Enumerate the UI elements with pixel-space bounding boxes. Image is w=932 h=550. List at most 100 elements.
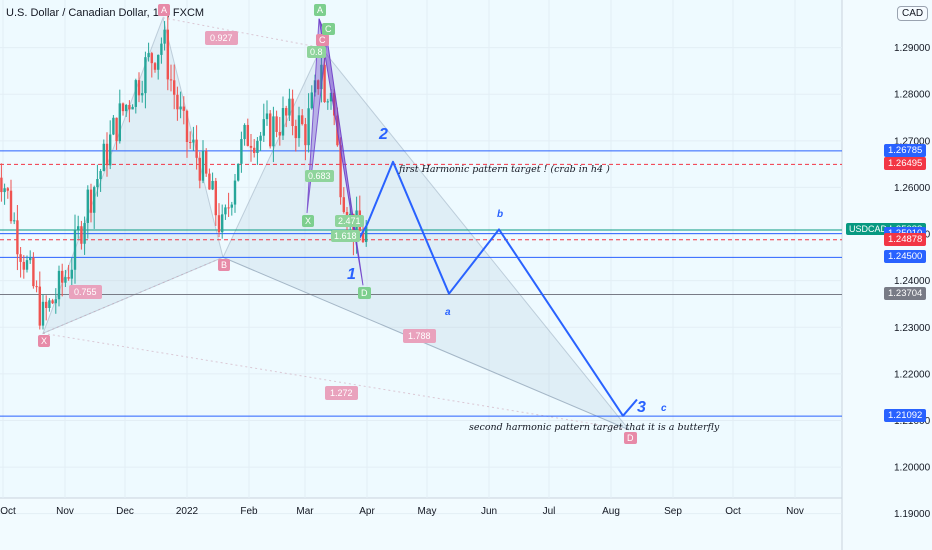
candle-body	[16, 220, 19, 255]
candle-body	[25, 260, 29, 270]
candle-body	[80, 226, 83, 244]
x-tick-label: Jul	[543, 506, 556, 517]
candle-body	[192, 139, 195, 143]
pattern-ratio-label: 0.755	[69, 285, 102, 300]
x-tick-label: Nov	[56, 506, 74, 517]
candle-body	[326, 101, 329, 103]
price-level-tag: 1.24500	[884, 250, 927, 264]
pattern-point-x: X	[38, 335, 51, 348]
candle-body	[211, 180, 214, 190]
pattern-ratio-label: 1.272	[325, 385, 358, 400]
candle-body	[269, 113, 272, 147]
y-tick-label: 1.23000	[894, 323, 931, 334]
x-tick-label: Mar	[296, 506, 314, 517]
candle-body	[361, 231, 365, 243]
candle-body	[89, 189, 93, 213]
candle-body	[217, 215, 221, 233]
candle-body	[275, 116, 278, 132]
candle-body	[105, 143, 109, 166]
candle-body	[281, 108, 285, 136]
candle-body	[233, 180, 237, 205]
candle-body	[144, 57, 147, 94]
chart-title: U.S. Dollar / Canadian Dollar, 1D, FXCM	[6, 7, 205, 19]
x-tick-label: Feb	[240, 506, 258, 517]
candle-body	[3, 188, 6, 193]
candle-body	[227, 207, 230, 209]
candle-body	[189, 142, 192, 144]
pattern-dotted-ac	[162, 17, 322, 49]
candle-body	[259, 135, 262, 141]
price-level-tag: 1.24878	[884, 232, 927, 246]
currency-badge[interactable]: CAD	[897, 6, 929, 21]
x-tick-label: Nov	[786, 506, 804, 517]
x-tick-label: Jun	[481, 506, 497, 517]
candle-body	[365, 226, 368, 243]
candle-body	[265, 113, 269, 120]
x-tick-label: Sep	[664, 506, 682, 517]
y-tick-label: 1.28000	[894, 90, 931, 101]
candle-body	[240, 139, 243, 164]
candle-body	[141, 93, 144, 96]
wave-label-b: b	[497, 209, 504, 221]
first-target-annotation: first Harmonic pattern target ! (crab in…	[399, 163, 610, 175]
candle-body	[169, 79, 173, 81]
candle-body	[112, 117, 115, 135]
candle-body	[131, 106, 134, 110]
candle-body	[6, 188, 9, 191]
y-tick-label: 1.29000	[894, 43, 931, 54]
candle-body	[19, 254, 22, 262]
candle-body	[35, 286, 38, 288]
candle-body	[173, 80, 176, 95]
symbol-tag: USDCAD	[846, 222, 891, 235]
candle-body	[342, 197, 345, 212]
candle-body	[185, 110, 189, 143]
pattern-point-a: A	[158, 3, 171, 16]
candle-body	[294, 126, 297, 139]
price-axis-panel	[842, 0, 932, 550]
pattern-ratio-label: 0.927	[205, 31, 238, 46]
candle-body	[288, 98, 291, 116]
projection-path	[358, 160, 638, 417]
candle-body	[329, 92, 333, 102]
candle-body	[249, 145, 253, 148]
pattern-point-d: D	[624, 431, 637, 444]
pattern-dotted-xd	[42, 332, 630, 431]
crab-point-a: A	[314, 3, 327, 16]
y-tick-label: 1.24000	[894, 276, 931, 287]
candle-body	[54, 299, 57, 304]
candle-body	[48, 300, 51, 309]
candle-body	[198, 157, 201, 181]
candle-body	[272, 116, 275, 147]
candle-body	[83, 222, 86, 244]
candle-body	[134, 80, 137, 107]
candle-body	[256, 140, 259, 153]
candle-body	[221, 214, 224, 233]
pattern-point-b: B	[218, 259, 231, 272]
candle-body	[278, 131, 281, 136]
pattern-line-bd	[222, 256, 630, 431]
candle-body	[301, 115, 304, 125]
candle-body	[163, 29, 166, 44]
wave-label-a: a	[445, 307, 451, 319]
candle-body	[214, 180, 217, 216]
y-tick-label: 1.22000	[894, 369, 931, 380]
pattern-ratio-label: 1.788	[403, 328, 436, 343]
y-tick-label: 1.27000	[894, 136, 931, 147]
crab-ratio-label: 0.8	[307, 46, 326, 59]
y-tick-label: 1.20000	[894, 463, 931, 474]
candle-body	[73, 229, 77, 270]
crab-point-x: X	[302, 215, 315, 228]
candle-body	[153, 63, 157, 70]
candle-body	[205, 150, 208, 174]
candle-body	[29, 257, 32, 261]
wave-label-1: 1	[347, 265, 356, 283]
crab-point-c: C	[322, 23, 335, 36]
candle-body	[285, 108, 288, 116]
plot-area	[0, 0, 842, 498]
candle-body	[125, 104, 128, 112]
candle-body	[115, 117, 118, 142]
candle-body	[96, 179, 99, 188]
candle-body	[323, 64, 326, 103]
